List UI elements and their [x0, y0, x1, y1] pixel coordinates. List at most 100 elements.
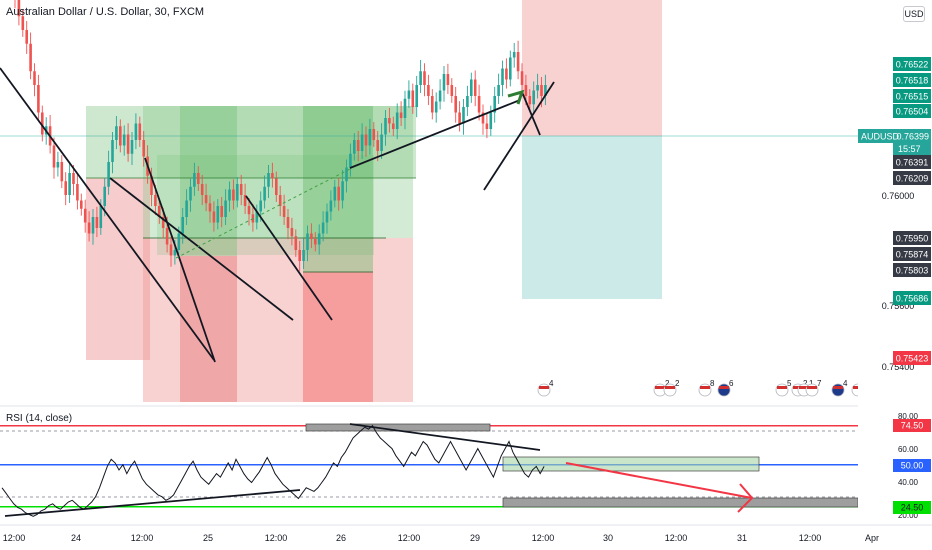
time-axis[interactable]: 12:00 24 12:00 25 12:00 26 12:00 29 12:00 30 12:00…: [0, 524, 932, 550]
candle-body: [302, 250, 305, 261]
trendline: [349, 99, 521, 169]
candle-body: [505, 68, 508, 80]
candle-body: [399, 112, 403, 118]
time-axis-bg: [0, 525, 932, 550]
event-marker[interactable]: 2: [663, 379, 680, 397]
economic-events[interactable]: 42286521742: [537, 379, 868, 397]
flag-stripe: [793, 386, 803, 389]
rsi-pane: [0, 405, 932, 517]
candle-body: [458, 112, 461, 124]
candle-body: [512, 52, 516, 58]
candle-body: [76, 184, 79, 201]
event-marker[interactable]: 6: [717, 379, 734, 397]
candle-body: [228, 189, 231, 201]
trendline: [245, 195, 333, 321]
currency-button[interactable]: USD: [903, 6, 925, 22]
candle-body: [173, 250, 177, 256]
target-arrow: [507, 89, 525, 105]
rsi-label: [893, 459, 931, 472]
candle-body: [52, 145, 56, 168]
price-label-text: 0.75686: [896, 294, 929, 304]
symbol-title[interactable]: Australian Dollar / U.S. Dollar, 30, FXC…: [6, 6, 205, 18]
candle-body: [247, 206, 251, 215]
projection-arrow-head: [737, 483, 754, 513]
price-label: [893, 89, 931, 103]
rsi-label-text: 74.50: [901, 421, 924, 431]
candle-body: [87, 222, 91, 234]
trendline-drawings: [0, 67, 555, 363]
candle-body: [372, 129, 376, 140]
event-marker[interactable]: 7: [805, 379, 822, 397]
candle-body: [282, 206, 286, 217]
event-count: 5: [787, 379, 792, 388]
time-tick: 30: [603, 533, 613, 543]
candle-body: [68, 173, 71, 195]
time-tick: 12:00: [665, 533, 688, 543]
candle-body: [466, 96, 469, 107]
candle-body: [119, 126, 122, 146]
candle-body: [364, 134, 368, 146]
candle-body: [142, 140, 145, 157]
rsi-tick: 60.00: [898, 445, 919, 454]
candle-body: [95, 217, 99, 228]
rsi-title[interactable]: RSI (14, close): [6, 413, 73, 424]
countdown-label: [893, 143, 931, 155]
candle-body: [193, 173, 196, 187]
rsi-line: [1, 424, 545, 517]
rsi-tick: 40.00: [898, 478, 919, 487]
candle-body: [497, 85, 500, 96]
rsi-level-50: [0, 464, 932, 466]
event-marker[interactable]: 8: [698, 379, 715, 397]
price-tick: 0.76000: [882, 191, 915, 201]
price-label: [893, 263, 931, 277]
zone-box: [180, 106, 237, 256]
time-tick: 12:00: [3, 533, 26, 543]
rsi-trendline: [4, 489, 301, 517]
price-label: [893, 155, 931, 169]
price-label: [893, 351, 931, 365]
event-marker[interactable]: 4: [831, 379, 848, 397]
candle-body: [536, 85, 539, 91]
candle-body: [477, 96, 481, 113]
candle-body: [275, 178, 278, 195]
candle-body: [243, 195, 247, 206]
candle-body: [37, 85, 40, 113]
candle-body: [232, 189, 235, 201]
candle-body: [356, 140, 360, 151]
price-axis[interactable]: 0.768000.760000.756000.754000.765220.765…: [858, 0, 932, 550]
price-label: [893, 73, 931, 87]
zone-box: [180, 256, 237, 402]
candle-body: [204, 195, 208, 204]
candle-body: [126, 134, 130, 154]
time-tick: 12:00: [265, 533, 288, 543]
flag-stripe: [539, 386, 549, 389]
candle-body: [544, 85, 547, 96]
price-label-text: 0.75423: [896, 354, 929, 364]
candle-body: [333, 186, 337, 201]
candle-body: [493, 96, 496, 113]
candle-body: [181, 217, 184, 234]
event-marker[interactable]: 5: [775, 379, 792, 397]
time-tick: 12:00: [532, 533, 555, 543]
event-count: 2: [665, 379, 670, 388]
candle-body: [154, 195, 157, 206]
event-marker[interactable]: 4: [537, 379, 554, 397]
candle-body: [407, 90, 411, 99]
event-count: 6: [729, 379, 734, 388]
candle-body: [158, 206, 161, 217]
candle-body: [115, 126, 118, 140]
candle-body: [60, 162, 64, 182]
price-label-text: 0.76391: [896, 158, 929, 168]
candle-body: [446, 74, 450, 85]
flag-stripe: [719, 386, 729, 389]
candle-body: [337, 186, 340, 201]
candle-body: [138, 123, 142, 140]
candle-body: [454, 96, 457, 113]
candle-body: [161, 217, 165, 228]
rsi-label: [893, 419, 931, 432]
candle-body: [380, 134, 383, 151]
zone-box: [143, 238, 413, 402]
candle-body: [434, 101, 438, 113]
trendline: [109, 177, 294, 321]
